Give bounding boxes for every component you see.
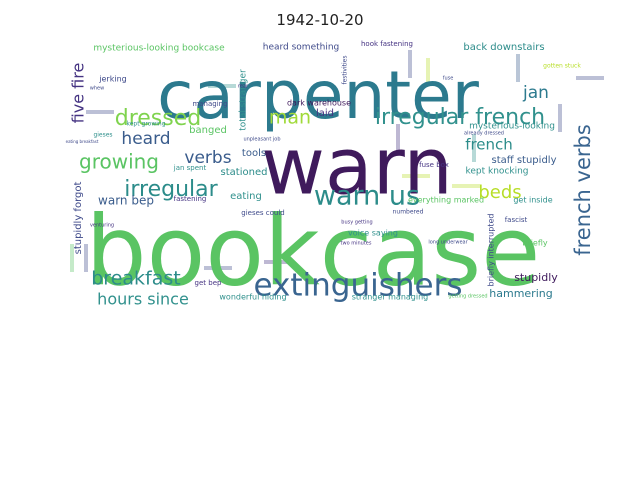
cloud-word: rear bbox=[238, 84, 249, 90]
cloud-word: eating bbox=[230, 191, 262, 202]
cloud-word: eating breakfast bbox=[66, 139, 99, 144]
cloud-word: mysterious-looking bbox=[469, 122, 555, 132]
minor-word-fragment bbox=[558, 104, 562, 132]
cloud-word: hook fastening bbox=[361, 40, 413, 48]
cloud-word: fuse bbox=[443, 76, 454, 82]
cloud-word: managing bbox=[192, 100, 227, 108]
minor-word-fragment bbox=[264, 260, 292, 264]
cloud-word: breakfast bbox=[91, 268, 180, 290]
cloud-word: festivities bbox=[342, 55, 349, 84]
cloud-word: staff stupidly bbox=[492, 155, 557, 166]
cloud-word: five fire bbox=[69, 63, 88, 124]
cloud-word: warn bep bbox=[98, 194, 154, 208]
cloud-word: get bep bbox=[195, 279, 222, 287]
cloud-word: busy getting bbox=[341, 220, 372, 226]
cloud-word: dark warehouse bbox=[287, 99, 351, 108]
cloud-word: beds bbox=[478, 182, 521, 203]
minor-word-fragment bbox=[70, 244, 74, 272]
cloud-word: gotten stuck bbox=[543, 63, 581, 70]
cloud-word: laid bbox=[316, 108, 334, 119]
cloud-word: bookcase bbox=[86, 195, 541, 307]
cloud-word: hours since bbox=[97, 290, 189, 309]
minor-word-fragment bbox=[516, 54, 520, 82]
cloud-word: irregular bbox=[124, 177, 218, 202]
cloud-word: briefly interrupted bbox=[487, 214, 496, 287]
cloud-word: kept knocking bbox=[465, 167, 528, 177]
cloud-word: whew bbox=[90, 86, 104, 92]
cloud-word: irregular french bbox=[375, 105, 545, 130]
cloud-word: warn us bbox=[314, 181, 420, 212]
cloud-word: mysterious-looking bookcase bbox=[93, 44, 225, 54]
cloud-word: stupidly bbox=[514, 271, 558, 284]
cloud-word: wonderful hiding bbox=[219, 293, 286, 302]
cloud-word: hammering bbox=[489, 287, 552, 300]
minor-word-fragment bbox=[204, 266, 232, 270]
cloud-word: carpenter bbox=[157, 57, 480, 134]
cloud-word: already dressed bbox=[464, 131, 504, 137]
cloud-word: kept growing bbox=[126, 121, 165, 128]
cloud-word: jan bbox=[522, 83, 549, 103]
minor-word-fragment bbox=[396, 124, 400, 152]
cloud-word: numbered bbox=[393, 209, 424, 216]
cloud-word: get inside bbox=[513, 196, 552, 205]
cloud-word: dressed bbox=[115, 106, 202, 131]
cloud-word: stupidly forgot bbox=[73, 182, 84, 255]
cloud-word: gieses could bbox=[241, 209, 284, 217]
cloud-word: back downstairs bbox=[463, 42, 544, 53]
minor-word-fragment bbox=[84, 244, 88, 272]
cloud-word: stranger managing bbox=[352, 293, 429, 302]
cloud-word: extinguishers bbox=[254, 268, 463, 304]
cloud-word: gieses bbox=[93, 132, 112, 139]
minor-word-fragment bbox=[452, 184, 480, 188]
cloud-word: fuse box bbox=[419, 161, 449, 169]
minor-word-fragment bbox=[576, 76, 604, 80]
cloud-word: heard something bbox=[263, 43, 340, 53]
cloud-word: unpleasant job bbox=[243, 137, 280, 143]
minor-word-fragment bbox=[426, 58, 430, 86]
minor-word-fragment bbox=[408, 50, 412, 78]
cloud-word: everything marked bbox=[408, 196, 484, 205]
minor-word-fragment bbox=[208, 84, 236, 88]
cloud-word: warn bbox=[261, 122, 453, 212]
minor-word-fragment bbox=[472, 134, 476, 162]
cloud-word: heard bbox=[121, 129, 170, 149]
cloud-word: growing bbox=[79, 150, 159, 174]
cloud-word: jerking bbox=[98, 75, 126, 84]
cloud-word: fastening bbox=[174, 195, 207, 203]
cloud-word: tools bbox=[242, 148, 266, 159]
chart-title: 1942-10-20 bbox=[276, 11, 364, 29]
cloud-word: jan spent bbox=[173, 164, 207, 172]
minor-word-fragment bbox=[86, 110, 114, 114]
cloud-word: briefly bbox=[522, 239, 548, 248]
cloud-word: getting dressed bbox=[448, 294, 487, 300]
cloud-word: stationed bbox=[221, 167, 268, 178]
cloud-word: voice saying bbox=[348, 229, 398, 238]
cloud-word: venturing bbox=[90, 223, 114, 229]
cloud-word: banged bbox=[189, 125, 227, 136]
cloud-word: man bbox=[269, 107, 311, 129]
cloud-word: verbs bbox=[184, 148, 231, 168]
minor-word-fragment bbox=[402, 174, 430, 178]
cloud-word: french verbs bbox=[571, 124, 595, 256]
cloud-word: long underwear bbox=[428, 240, 468, 246]
cloud-word: total stranger bbox=[239, 69, 249, 131]
cloud-word: two minutes bbox=[341, 241, 372, 247]
cloud-word: fascist bbox=[505, 216, 528, 224]
cloud-word: french bbox=[465, 136, 513, 154]
